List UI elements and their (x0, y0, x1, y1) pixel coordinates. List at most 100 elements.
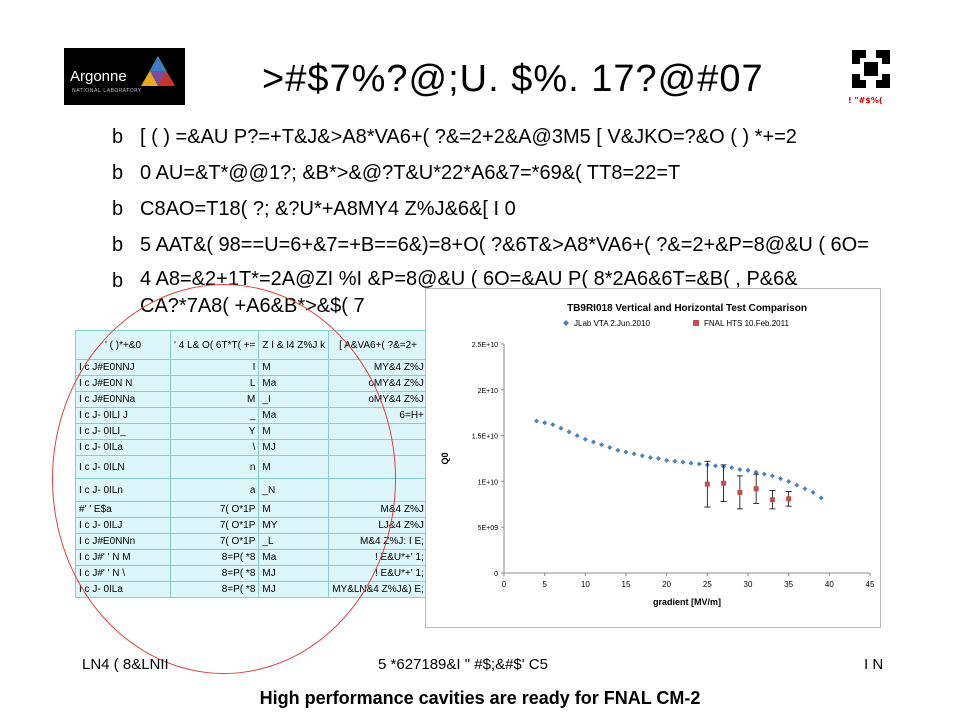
table-cell: oMY&4 Z%J (328, 375, 428, 392)
table-cell: _N (258, 478, 330, 502)
bullet-item: b [ ( ) =&AU P?=+T&J&>A8*VA6+( ?&=2+2&A@… (112, 122, 872, 152)
x-tick-label: 5 (542, 580, 547, 589)
table-row: I c J#' ' N \ 8=P( *8 MJ! E&U*+' 1; (75, 565, 428, 582)
table-cell: M (258, 501, 330, 518)
table-cell: n (169, 455, 260, 479)
table-cell: _L (258, 533, 330, 550)
table-cell: 8=P( *8 (169, 581, 260, 598)
table-row: I c J- 0ILa \ MJ (75, 439, 428, 456)
table-cell: #' ' E$a (75, 501, 171, 518)
table-row: I c J#E0NNn 7( O*1P _L M&4 Z%J: I E; (75, 533, 428, 550)
table-cell: MJ (258, 439, 330, 456)
data-point (769, 497, 775, 503)
legend-label: FNAL HTS 10.Feb.2011 (704, 319, 789, 328)
table-cell: oMY&4 Z%J (328, 391, 428, 408)
table-row: I c J- 0ILI J _ Ma 6=H+ (75, 407, 428, 424)
table-cell: LJ&4 Z%J (328, 517, 428, 534)
x-tick-label: 20 (662, 580, 671, 589)
x-tick-label: 40 (825, 580, 834, 589)
x-tick-label: 15 (622, 580, 631, 589)
x-tick-label: 10 (581, 580, 590, 589)
data-point (704, 481, 710, 487)
table-cell (328, 439, 428, 456)
table-row: I c J- 0ILJ 7( O*1P MY LJ&4 Z%J (75, 517, 428, 534)
argonne-logo: Argonne NATIONAL LABORATORY (64, 48, 185, 105)
table-cell: I c J- 0ILI J (75, 407, 171, 424)
table-row: I c J- 0ILa 8=P( *8 MJ MY&LN&4 Z%J&) E; (75, 581, 428, 598)
logo-name: Argonne (70, 68, 127, 85)
cavity-table: ' ( )*+&0 ' 4 L& O( 6T*T( += Z I & I4 Z%J … (75, 330, 428, 598)
data-point (566, 429, 572, 435)
table-cell: I c J- 0ILa (75, 581, 171, 598)
data-point (590, 439, 596, 445)
slide-caption: High performance cavities are ready for … (259, 688, 701, 708)
data-point (599, 442, 605, 448)
table-cell: 7( O*1P (169, 501, 260, 518)
table-cell: MJ (258, 565, 330, 582)
table-cell: I (169, 359, 260, 376)
table-cell: L (169, 375, 260, 392)
data-point (664, 457, 670, 463)
table-cell: M&4 Z%J: I E; (328, 533, 428, 550)
data-point (631, 451, 637, 457)
table-cell: 7( O*1P (169, 517, 260, 534)
y-tick-label: 1.5E+10 (472, 434, 498, 441)
legend-label: JLab VTA 2.Jun.2010 (574, 319, 650, 328)
table-cell: Y (169, 423, 260, 440)
y-tick-label: 2E+10 (478, 388, 499, 395)
table-cell: ! E&U*+' 1; (328, 565, 428, 582)
data-point (737, 489, 743, 495)
data-point (656, 456, 662, 461)
legend-marker (563, 320, 569, 326)
data-point (607, 445, 613, 451)
table-row: I c J- 0ILN n M (75, 455, 428, 479)
q0-chart: TB9RI018 Vertical and Horizontal Test Co… (425, 288, 881, 628)
table-cell: Ma (258, 407, 330, 424)
table-cell: I c J#' ' N \ (75, 565, 171, 582)
x-tick-label: 35 (784, 580, 793, 589)
table-cell: M (258, 455, 330, 479)
data-point (615, 447, 621, 453)
data-point (647, 455, 653, 461)
data-point (802, 486, 808, 492)
table-cell: MY&4 Z%J (328, 359, 428, 376)
data-point (558, 425, 564, 431)
data-point (639, 453, 645, 459)
table-cell: 6=H+ (328, 407, 428, 424)
data-point (542, 420, 548, 426)
fermilab-logo-icon (852, 50, 890, 88)
table-cell: I c J- 0ILJ (75, 517, 171, 534)
data-point (778, 476, 784, 482)
table-cell: I c J#E0NNJ (75, 359, 171, 376)
data-point (534, 418, 540, 424)
x-tick-label: 25 (703, 580, 712, 589)
table-cell (328, 423, 428, 440)
table-cell: I c J- 0ILI_ (75, 423, 171, 440)
bullet-item: b 5 AAT&( 98==U=6+&7=+B==6&)=8+O( ?&6T&>… (112, 230, 872, 260)
table-header-cell: ' ( )*+&0 (75, 330, 171, 360)
table-cell: MJ (258, 581, 330, 598)
bullet-marker: b (112, 126, 124, 148)
table-header-cell: Z I & I4 Z%J k (258, 330, 330, 360)
bullet-marker: b (112, 270, 124, 292)
table-row: #' ' E$a 7( O*1P M M&4 Z%J (75, 501, 428, 518)
bullet-item: b C8AO=T18( ?; &?U*+A8MY4 Z%J&6&[ I 0 (112, 194, 872, 224)
table-cell: I c J#' ' N M (75, 549, 171, 566)
table-row: I c J#E0NNJ I M MY&4 Z%J (75, 359, 428, 376)
data-point (712, 463, 718, 469)
data-point (753, 469, 759, 475)
fermilab-label: ! "#$%( (848, 96, 883, 105)
table-cell: MY (258, 517, 330, 534)
x-tick-label: 0 (502, 580, 507, 589)
data-point (721, 480, 727, 486)
data-point (550, 422, 556, 428)
legend-marker (693, 320, 699, 326)
data-point (582, 436, 588, 442)
table-cell (328, 455, 428, 479)
chart-title: TB9RI018 Vertical and Horizontal Test Co… (567, 303, 807, 314)
data-point (769, 473, 775, 479)
table-header-cell: [ A&VA6+( ?&=2+ (328, 330, 428, 360)
table-row: I c J#E0N N L Ma oMY&4 Z%J (75, 375, 428, 392)
table-row: I c J- 0ILn a _N (75, 478, 428, 502)
bullet-marker: b (112, 234, 124, 256)
